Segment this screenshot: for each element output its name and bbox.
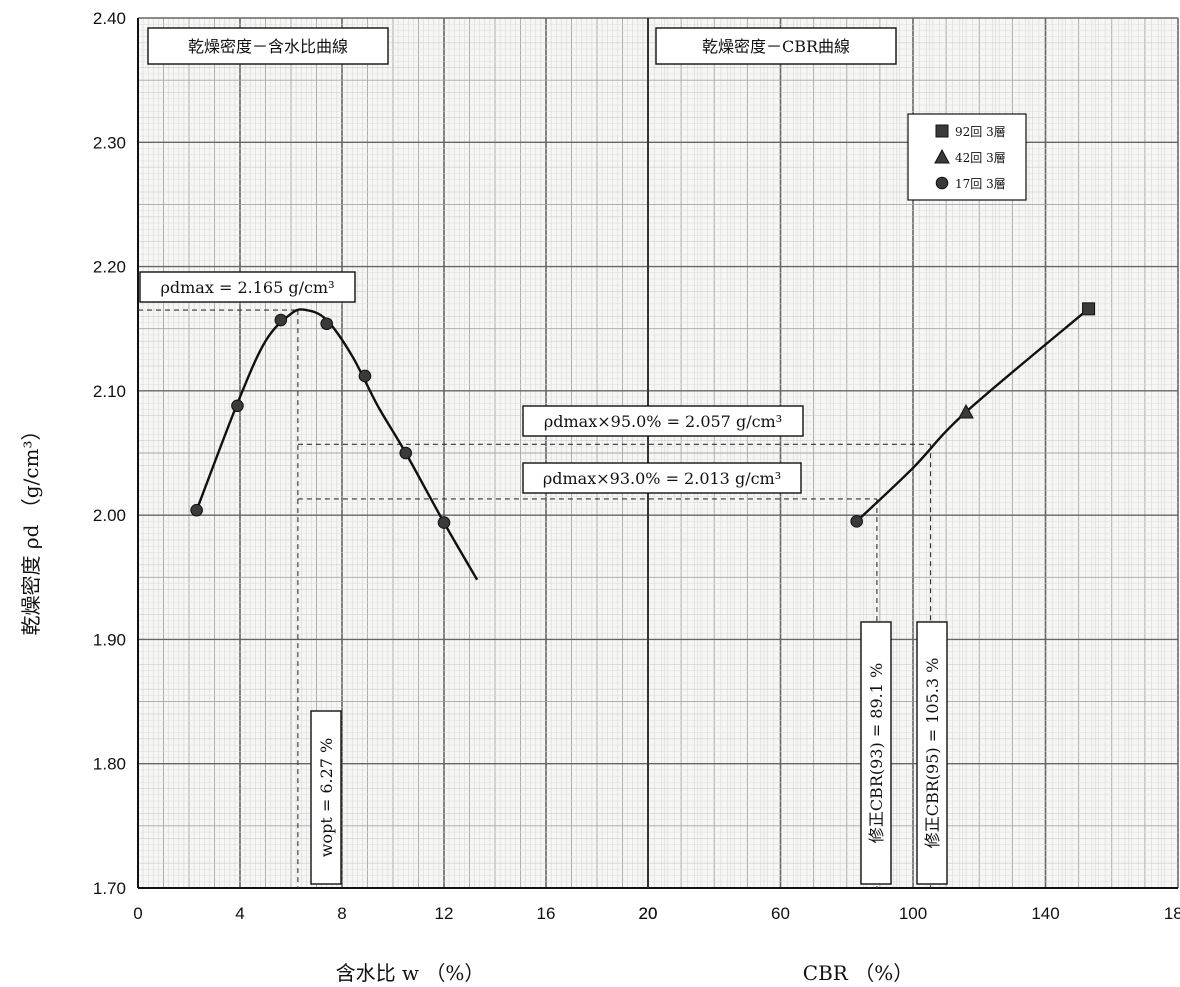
legend-marker <box>935 176 949 190</box>
x-tick-label: 60 <box>771 904 790 923</box>
rho93-box-text: ρdmax×93.0% = 2.013 g/cm³ <box>543 469 781 488</box>
x-tick-label: 8 <box>337 904 346 923</box>
y-tick-label: 2.40 <box>93 9 126 28</box>
axes <box>137 18 1178 889</box>
legend-marker <box>935 124 949 138</box>
w-opt-box-text: wopt = 6.27 % <box>317 738 336 858</box>
y-tick-label: 1.80 <box>93 755 126 774</box>
cbr95-box-text: 修正CBR(95) = 105.3 % <box>923 658 942 849</box>
cbr-curve <box>855 307 1090 523</box>
y-tick-label: 2.20 <box>93 258 126 277</box>
compaction-point <box>190 503 203 517</box>
data-points <box>190 302 1096 529</box>
annotation-boxes: 乾燥密度－含水比曲線 乾燥密度－CBR曲線 ρdmax = 2.165 g/cm³ ρ… <box>139 27 948 885</box>
panel-title-left-frame <box>147 27 389 65</box>
x-tick-label: 180 <box>1164 904 1180 923</box>
compaction-point <box>274 313 288 327</box>
axis-text: 2.40 2.30 2.20 2.10 2.00 1.90 1.80 1.70 0 4 8 12 16 2… <box>19 9 1180 985</box>
legend-label: 92回 3層 <box>955 125 1006 139</box>
panel-title-right-frame <box>655 27 897 65</box>
compaction-point <box>231 399 244 413</box>
w-opt-box: wopt = 6.27 % <box>310 710 342 885</box>
legend-label: 42回 3層 <box>955 151 1006 165</box>
x-tick-label: 16 <box>537 904 556 923</box>
y-tick-label: 2.30 <box>93 133 126 152</box>
cbr93-box-frame <box>860 621 892 885</box>
x-tick-label: 100 <box>899 904 927 923</box>
panel-title-left: 乾燥密度－含水比曲線 <box>147 27 389 65</box>
panel-title-right-text: 乾燥密度－CBR曲線 <box>702 37 850 56</box>
compaction-point <box>437 516 451 529</box>
legend: 92回 3層 42回 3層 17回 3層 <box>907 113 1027 201</box>
x-tick-label: 20 <box>639 904 658 923</box>
rho93-box: ρdmax×93.0% = 2.013 g/cm³ <box>522 462 802 494</box>
y-tick-label: 2.00 <box>93 506 126 525</box>
compaction-point <box>399 446 413 460</box>
y-tick-label: 1.90 <box>93 630 126 649</box>
cbr-point <box>958 403 974 419</box>
cbr95-box: 修正CBR(95) = 105.3 % <box>916 621 948 885</box>
y-tick-label: 1.70 <box>93 879 126 898</box>
y-tick-label: 2.10 <box>93 382 126 401</box>
x-axis-title-right: CBR （%） <box>803 961 913 985</box>
rho-dmax-box-text: ρdmax = 2.165 g/cm³ <box>160 278 334 297</box>
cbr93-box: 修正CBR(93) = 89.1 % <box>860 621 892 885</box>
cbr95-box-frame <box>916 621 948 885</box>
x-tick-label: 140 <box>1031 904 1059 923</box>
y-axis-title: 乾燥密度 ρd （g/cm³） <box>19 421 43 636</box>
rho93-box-frame <box>522 462 802 494</box>
legend-marker <box>934 148 950 164</box>
x-tick-label: 20 <box>639 904 658 923</box>
cbr93-box-text: 修正CBR(93) = 89.1 % <box>867 663 886 843</box>
x-tick-label: 0 <box>133 904 142 923</box>
rho95-box: ρdmax×95.0% = 2.057 g/cm³ <box>522 405 804 437</box>
compaction-point <box>358 369 372 383</box>
rho-dmax-box: ρdmax = 2.165 g/cm³ <box>139 271 356 303</box>
w-opt-box-frame <box>310 710 342 885</box>
rho95-box-text: ρdmax×95.0% = 2.057 g/cm³ <box>544 412 782 431</box>
compaction-point <box>320 317 334 331</box>
panel-title-left-text: 乾燥密度－含水比曲線 <box>188 37 348 56</box>
cbr-point <box>850 515 863 528</box>
x-tick-label: 12 <box>435 904 454 923</box>
legend-label: 17回 3層 <box>955 177 1006 191</box>
rho95-box-frame <box>522 405 804 437</box>
x-tick-label: 4 <box>235 904 244 923</box>
cbr-point <box>1082 302 1096 316</box>
x-axis-title-left: 含水比 w （%） <box>336 961 485 985</box>
rho-dmax-box-frame <box>139 271 356 303</box>
panel-title-right: 乾燥密度－CBR曲線 <box>655 27 897 65</box>
legend-frame <box>907 113 1027 201</box>
